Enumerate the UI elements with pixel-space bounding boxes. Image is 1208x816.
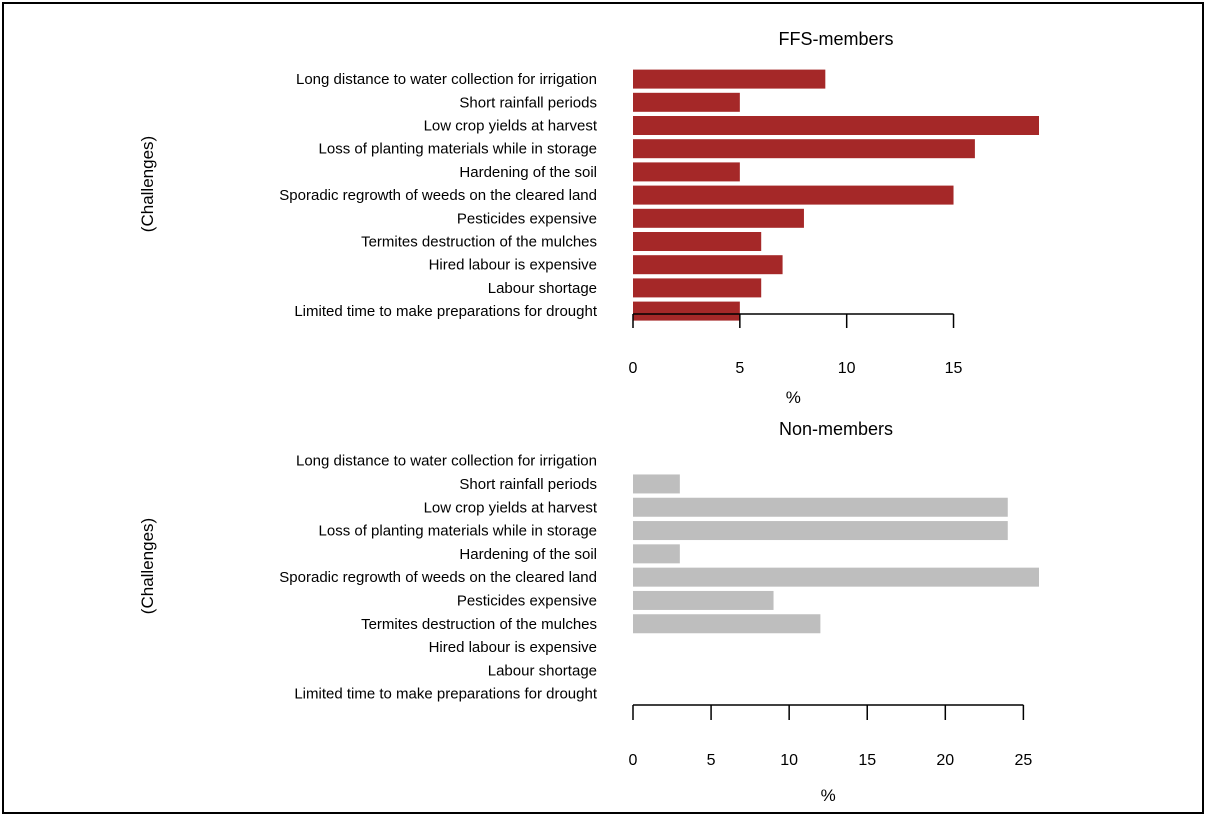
chart-1-bar [633, 278, 762, 298]
chart-1-x-tick-label: 5 [735, 360, 744, 377]
chart-2-x-axis-label: % [821, 786, 836, 805]
chart-1-bar [633, 208, 804, 228]
chart-1-category-label: Short rainfall periods [459, 94, 597, 111]
chart-2-category-label: Hardening of the soil [459, 546, 597, 563]
chart-2-category-label: Hired labour is expensive [429, 639, 597, 656]
chart-1-x-tick-label: 15 [945, 360, 963, 377]
chart-1-bar [633, 162, 740, 182]
chart-1-bar [633, 232, 762, 251]
chart-1-category-label: Termites destruction of the mulches [361, 234, 597, 251]
chart-1-category-label: Low crop yields at harvest [424, 118, 598, 135]
chart-2-y-axis-label: (Challenges) [138, 518, 157, 614]
chart-1-category-label: Labour shortage [488, 280, 597, 297]
chart-1-category-label: Long distance to water collection for ir… [296, 71, 597, 88]
chart-2-x-tick-label: 10 [780, 752, 798, 769]
chart-2-category-label: Termites destruction of the mulches [361, 616, 597, 633]
chart-2-bar [633, 590, 774, 610]
chart-1-bar [633, 185, 954, 205]
chart-1-title: FFS-members [778, 29, 893, 49]
chart-2-bar [633, 521, 1008, 541]
chart-2-bar [633, 544, 680, 564]
chart-2-category-label: Labour shortage [488, 662, 597, 679]
chart-1-bar [633, 301, 740, 321]
chart-2-category-label: Limited time to make preparations for dr… [294, 686, 597, 703]
chart-1-x-tick-label: 10 [838, 360, 856, 377]
chart-2-category-label: Low crop yields at harvest [424, 499, 598, 516]
chart-1-x-tick-label: 0 [629, 360, 638, 377]
chart-2-x-tick-label: 15 [858, 752, 876, 769]
chart-2-category-label: Sporadic regrowth of weeds on the cleare… [279, 569, 597, 586]
chart-2-x-tick-label: 25 [1014, 752, 1032, 769]
chart-2-category-label: Pesticides expensive [457, 592, 597, 609]
chart-1-bar [633, 69, 826, 89]
chart-2-bar [633, 567, 1039, 587]
chart-2-x-tick-label: 20 [936, 752, 954, 769]
chart-2-title: Non-members [779, 419, 893, 439]
chart-2-bar [633, 474, 680, 494]
chart-1-category-label: Sporadic regrowth of weeds on the cleare… [279, 187, 597, 204]
chart-1-bar [633, 139, 975, 159]
chart-2-bar [633, 614, 821, 634]
chart-1-bar [633, 116, 1039, 135]
chart-1-bar [633, 255, 783, 275]
chart-2-category-label: Loss of planting materials while in stor… [319, 523, 597, 540]
chart-1-bar [633, 92, 740, 112]
chart-1-y-axis-label: (Challenges) [138, 136, 157, 232]
chart-2-x-tick-label: 5 [707, 752, 716, 769]
chart-2-bar [633, 497, 1008, 517]
chart-1-category-label: Loss of planting materials while in stor… [319, 141, 597, 158]
chart-1-category-label: Limited time to make preparations for dr… [294, 303, 597, 320]
chart-2-x-tick-label: 0 [629, 752, 638, 769]
chart-1-category-label: Hired labour is expensive [429, 257, 597, 274]
chart-2-category-label: Long distance to water collection for ir… [296, 453, 597, 470]
chart-1-x-axis-label: % [786, 388, 801, 407]
chart-2-category-label: Short rainfall periods [459, 476, 597, 493]
chart-1-category-label: Hardening of the soil [459, 164, 597, 181]
chart-1-category-label: Pesticides expensive [457, 210, 597, 227]
